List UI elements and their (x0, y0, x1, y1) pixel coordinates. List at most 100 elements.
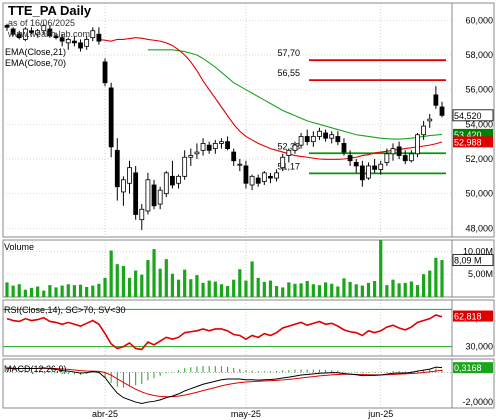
volume-bar (385, 285, 389, 297)
volume-bar (195, 275, 199, 297)
volume-bar (91, 285, 95, 297)
volume-bar (274, 286, 279, 297)
price-y-tick: 56,000 (465, 85, 493, 95)
candle-body (286, 149, 292, 156)
volume-bar (409, 281, 413, 297)
candle-body (390, 148, 396, 155)
volume-bar (11, 285, 15, 297)
candle-body (225, 141, 230, 150)
volume-bar (366, 282, 371, 297)
macd-label: MACD(12,26,9) (4, 364, 67, 374)
candle-body (65, 39, 71, 44)
candle-body (378, 163, 384, 170)
volume-bar (42, 290, 46, 297)
volume-label: Volume (4, 242, 34, 252)
candle-body (396, 146, 402, 156)
price-ema-tag: 53,420 (454, 130, 482, 140)
volume-bar (268, 280, 273, 297)
candle-body (237, 163, 243, 166)
volume-bar (78, 284, 83, 297)
price-ema-tag-bg (453, 128, 493, 140)
candle-body (22, 28, 28, 40)
candle-body (427, 118, 433, 122)
candle-body (194, 151, 200, 155)
level-label: 56,55 (277, 68, 300, 78)
candle-body (206, 144, 212, 151)
candle-body (78, 42, 83, 49)
price-y-tick: 58,000 (465, 50, 493, 60)
candle-body (182, 156, 188, 177)
price-ema-tag-bg (453, 136, 493, 148)
candle-body (243, 165, 249, 184)
volume-bar (311, 284, 315, 297)
candle-body (384, 153, 390, 163)
candle-body (372, 165, 378, 170)
candle-body (4, 25, 10, 28)
candle-body (255, 177, 261, 184)
chart-subtitle: as of 16/06/2025 (8, 18, 75, 28)
candle-body (16, 33, 22, 39)
candle-body (157, 189, 163, 205)
volume-bar (225, 286, 230, 297)
candle-body (261, 172, 267, 182)
price-y-tick: 60,000 (465, 15, 493, 25)
volume-last-tag: 8,09 M (454, 256, 482, 266)
candle-body (102, 61, 108, 84)
candle-body (317, 130, 322, 137)
candle-body (133, 172, 139, 215)
volume-bar (66, 284, 70, 297)
volume-bar (250, 261, 254, 297)
volume-bar (305, 281, 309, 297)
rsi-label: RSI(Close,14), SC>70, SV<30 (4, 305, 126, 315)
volume-bar (164, 259, 168, 297)
volume-bar (170, 273, 175, 297)
candle-body (433, 94, 439, 106)
price-last-tag-bg (452, 109, 494, 122)
candle-body (10, 28, 16, 35)
volume-bar (373, 281, 377, 297)
candle-body (415, 134, 420, 155)
volume-bar (287, 282, 291, 297)
volume-bar (299, 283, 303, 297)
legend-ema70: EMA(Close,70) (5, 58, 66, 68)
volume-bar (391, 279, 395, 297)
candle-body (200, 142, 206, 151)
volume-bar (127, 277, 132, 297)
level-label: 52,33 (277, 141, 300, 151)
volume-bar (428, 270, 432, 297)
volume-bar (422, 274, 426, 297)
macd-last-tag: 0,3168 (454, 363, 482, 373)
candle-body (127, 167, 132, 184)
volume-bar (360, 285, 364, 297)
candle-body (139, 208, 145, 221)
candle-body (304, 136, 310, 143)
ema21-line (98, 37, 443, 160)
volume-bar (379, 240, 383, 297)
candle-body (219, 141, 224, 144)
price-y-tick: 48,000 (465, 223, 493, 233)
volume-bar (434, 257, 438, 297)
volume-y-tick: 10,00M (463, 246, 493, 256)
candle-body (170, 175, 175, 186)
candle-body (335, 136, 341, 143)
candle-body (108, 87, 114, 148)
rsi-y-tick: 30,000 (465, 342, 493, 352)
volume-bar (256, 277, 260, 297)
volume-bar (36, 286, 40, 297)
ema70-line (147, 49, 443, 140)
candle-body (163, 172, 169, 195)
volume-bar (403, 282, 407, 297)
candle-body (298, 136, 304, 146)
volume-bar (54, 287, 58, 297)
panel-frame-vol (2, 239, 495, 298)
volume-y-tick: 5,00M (468, 269, 493, 279)
candle-body (114, 149, 120, 188)
candle-body (121, 179, 126, 193)
candle-body (347, 155, 353, 162)
volume-bar (262, 281, 266, 297)
price-y-tick: 54,000 (465, 119, 493, 129)
volume-bar (103, 277, 107, 297)
legend-ema21: EMA(Close,21) (5, 47, 66, 57)
level-label: 57,70 (277, 48, 300, 58)
